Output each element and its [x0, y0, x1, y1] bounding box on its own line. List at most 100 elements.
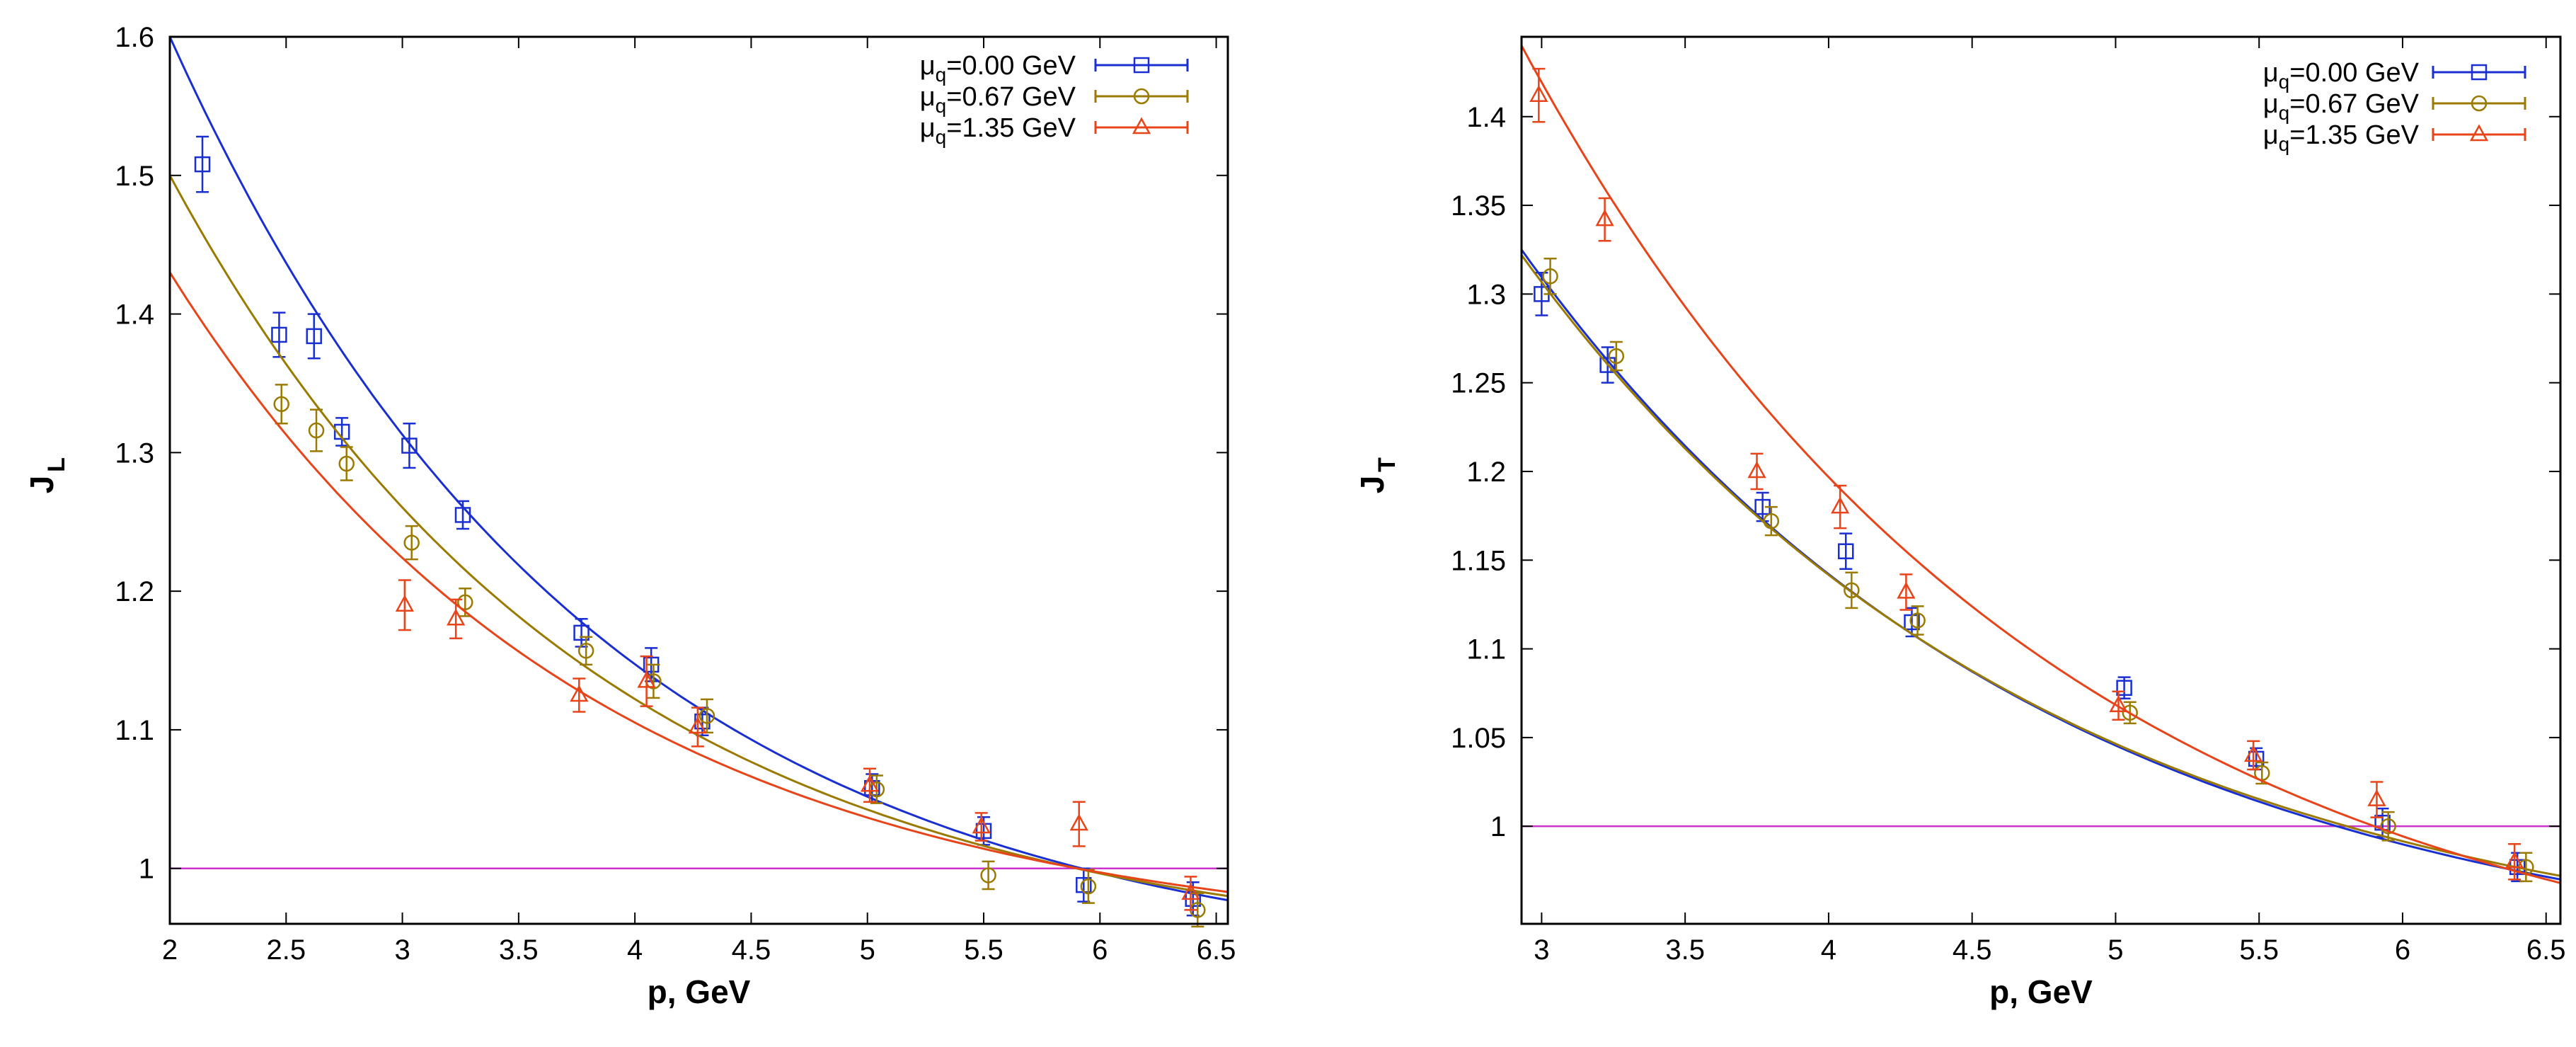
fit-curve: [170, 271, 1228, 893]
marker-triangle: [1181, 883, 1200, 900]
legend-label: μq=0.00 GeV: [920, 51, 1076, 86]
chart-panel-left: 2 2.5 3 3.5 4 4.5 5 5.5 6 6.5 1 1.1 1.2 1.3 1.4 1.5 1.6 p…: [0, 0, 1274, 1047]
y-tick-label: 1: [139, 854, 154, 885]
legend-label: μq=0.67 GeV: [2263, 89, 2420, 124]
y-tick-label: 1.5: [115, 161, 154, 192]
plot-frame: [168, 35, 1229, 925]
x-tick-label: 5.5: [964, 934, 1004, 966]
y-tick-label: 1.1: [115, 715, 154, 746]
y-tick-label: 1.2: [1466, 457, 1506, 488]
marker-square: [2471, 64, 2488, 81]
marker-square: [1599, 357, 1616, 373]
series-1: [1522, 254, 2560, 883]
x-tick-label: 2: [162, 934, 178, 966]
marker-circle: [698, 708, 715, 724]
marker-triangle: [860, 774, 880, 792]
y-axis-title: JT: [1354, 457, 1401, 493]
legend-label-rest: =0.00 GeV: [946, 51, 1076, 81]
marker-circle: [577, 643, 594, 659]
x-tick-label: 2.5: [266, 934, 306, 966]
series-0: [1522, 248, 2560, 883]
marker-triangle: [2367, 789, 2386, 806]
fit-curve: [170, 37, 1228, 902]
y-axis-title-sub: T: [1374, 457, 1401, 472]
marker-circle: [1909, 612, 1926, 629]
y-axis-title-main: J: [1354, 476, 1391, 494]
marker-triangle: [1069, 813, 1088, 831]
marker-circle: [2471, 95, 2488, 112]
x-axis-title: p, GeV: [1989, 973, 2093, 1010]
marker-circle: [1080, 878, 1097, 895]
marker-square: [454, 507, 471, 523]
marker-triangle: [2469, 124, 2489, 142]
y-tick-label: 1.15: [1451, 545, 1506, 576]
fit-curve: [1522, 45, 2560, 884]
marker-circle: [273, 396, 289, 413]
legend-label-rest: =0.00 GeV: [2289, 58, 2419, 88]
marker-triangle: [2109, 695, 2128, 713]
legend-label-rest: =1.35 GeV: [946, 113, 1076, 143]
marker-square: [573, 624, 590, 641]
legend-label-sub: q: [936, 95, 947, 117]
legend-label-rest: =0.67 GeV: [2289, 89, 2419, 119]
x-tick-label: 4.5: [732, 934, 771, 966]
marker-triangle: [1831, 496, 1850, 514]
y-tick-label: 1.1: [1466, 634, 1506, 665]
series-1: [170, 175, 1228, 928]
marker-triangle: [1897, 581, 1916, 599]
legend-label-mu: μ: [920, 113, 936, 143]
legend-label-mu: μ: [920, 82, 936, 112]
legend-label-rest: =1.35 GeV: [2289, 120, 2419, 150]
marker-triangle: [2243, 745, 2263, 762]
legend-label: μq=1.35 GeV: [920, 113, 1076, 148]
marker-circle: [1844, 582, 1860, 599]
marker-triangle: [395, 595, 414, 612]
marker-circle: [1608, 348, 1625, 365]
y-tick-label: 1.25: [1451, 368, 1506, 399]
y-axis-title-main: J: [23, 476, 60, 494]
marker-circle: [338, 455, 355, 472]
marker-circle: [2380, 818, 2396, 835]
plot-frame: [1520, 35, 2562, 925]
marker-circle: [1763, 513, 1780, 530]
marker-square: [2116, 680, 2132, 696]
marker-triangle: [972, 816, 991, 834]
x-tick-label: 4: [1821, 934, 1836, 966]
marker-circle: [2122, 704, 2138, 721]
series-2: [1522, 45, 2560, 884]
legend-label-mu: μ: [920, 51, 936, 81]
y-tick-label: 1.4: [115, 299, 154, 331]
marker-triangle: [2505, 851, 2524, 869]
legend-label-sub: q: [936, 64, 947, 86]
x-tick-label: 3.5: [1665, 934, 1705, 966]
marker-square: [306, 328, 322, 345]
marker-triangle: [447, 608, 466, 626]
x-tick-label: 4: [627, 934, 643, 966]
marker-triangle: [570, 685, 589, 702]
y-tick-label: 1.4: [1466, 102, 1506, 133]
marker-triangle: [1595, 209, 1614, 227]
x-tick-label: 3: [394, 934, 410, 966]
x-tick-label: 6: [2395, 934, 2410, 966]
y-tick-label: 1.2: [115, 576, 154, 607]
series-0: [170, 37, 1228, 917]
marker-triangle: [1529, 85, 1548, 102]
legend-label-sub: q: [2279, 133, 2290, 155]
legend-label: μq=0.00 GeV: [2263, 58, 2420, 93]
legend-label-mu: μ: [2263, 58, 2279, 88]
marker-square: [271, 326, 287, 343]
marker-triangle: [1132, 117, 1151, 135]
marker-circle: [980, 867, 996, 883]
y-axis-title: JL: [23, 457, 70, 493]
x-tick-label: 4.5: [1953, 934, 1992, 966]
chart-left: 2 2.5 3 3.5 4 4.5 5 5.5 6 6.5 1 1.1 1.2 1.3 1.4 1.5 1.6 p…: [23, 22, 1236, 1010]
legend-label-mu: μ: [2263, 89, 2279, 119]
x-tick-label: 5: [860, 934, 875, 966]
marker-square: [1837, 543, 1854, 559]
y-tick-label: 1.3: [115, 437, 154, 469]
legend-label-sub: q: [936, 126, 947, 148]
chart-right: 3 3.5 4 4.5 5 5.5 6 6.5 1 1.05 1.1 1.15 1.2 1.25 1.3 1.…: [1354, 35, 2566, 1010]
y-tick-label: 1: [1490, 811, 1506, 842]
